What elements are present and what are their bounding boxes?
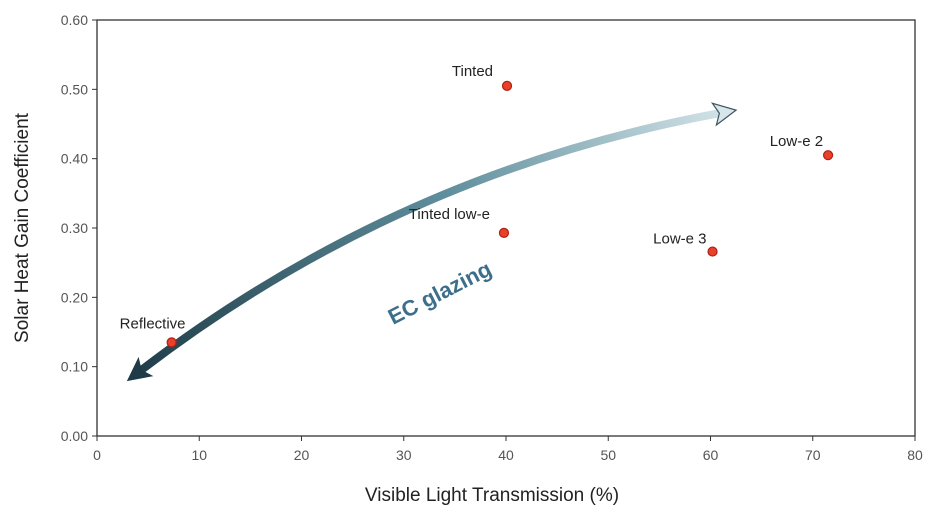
x-tick-label: 10 (191, 447, 207, 463)
x-axis-ticks: 0 10 20 30 40 50 60 70 80 (93, 436, 923, 463)
data-point: Low-e 2 (770, 133, 834, 161)
y-tick-label: 0.10 (61, 359, 88, 375)
ec-glazing-arrow (126, 102, 738, 382)
x-tick-label: 20 (294, 447, 310, 463)
arrow-head-start (126, 356, 154, 382)
data-points: Reflective Tinted Tinted low-e Low-e 3 Low-e… (120, 63, 834, 348)
y-tick-label: 0.50 (61, 81, 88, 97)
data-point: Low-e 3 (653, 231, 718, 257)
ec-glazing-label: EC glazing (384, 256, 496, 329)
y-axis-ticks: 0.00 0.10 0.20 0.30 0.40 0.50 0.60 (61, 12, 97, 444)
x-tick-label: 60 (703, 447, 719, 463)
y-tick-label: 0.30 (61, 220, 88, 236)
point-marker (707, 246, 718, 257)
point-marker (498, 227, 510, 238)
point-marker (166, 337, 177, 348)
x-axis-label: Visible Light Transmission (%) (365, 485, 619, 506)
point-label: Tinted low-e (409, 206, 490, 223)
arrow-head-end (710, 102, 738, 127)
point-label: Low-e 2 (770, 133, 823, 150)
y-tick-label: 0.20 (61, 289, 88, 305)
y-axis-label: Solar Heat Gain Coefficient (12, 112, 33, 343)
data-point: Reflective (120, 315, 186, 348)
x-tick-label: 30 (396, 447, 412, 463)
point-label: Tinted (452, 63, 493, 80)
x-tick-label: 50 (600, 447, 616, 463)
point-label: Low-e 3 (653, 231, 706, 248)
arrow-shaft (139, 109, 720, 374)
x-tick-label: 0 (93, 447, 101, 463)
y-tick-label: 0.40 (61, 151, 88, 167)
y-tick-label: 0.00 (61, 428, 88, 444)
y-tick-label: 0.60 (61, 12, 88, 28)
x-tick-label: 80 (907, 447, 923, 463)
x-tick-label: 40 (498, 447, 514, 463)
data-point: Tinted (452, 63, 513, 91)
point-label: Reflective (120, 315, 186, 332)
point-marker (822, 150, 834, 161)
point-marker (501, 80, 513, 91)
data-point: Tinted low-e (409, 206, 510, 238)
x-tick-label: 70 (805, 447, 821, 463)
